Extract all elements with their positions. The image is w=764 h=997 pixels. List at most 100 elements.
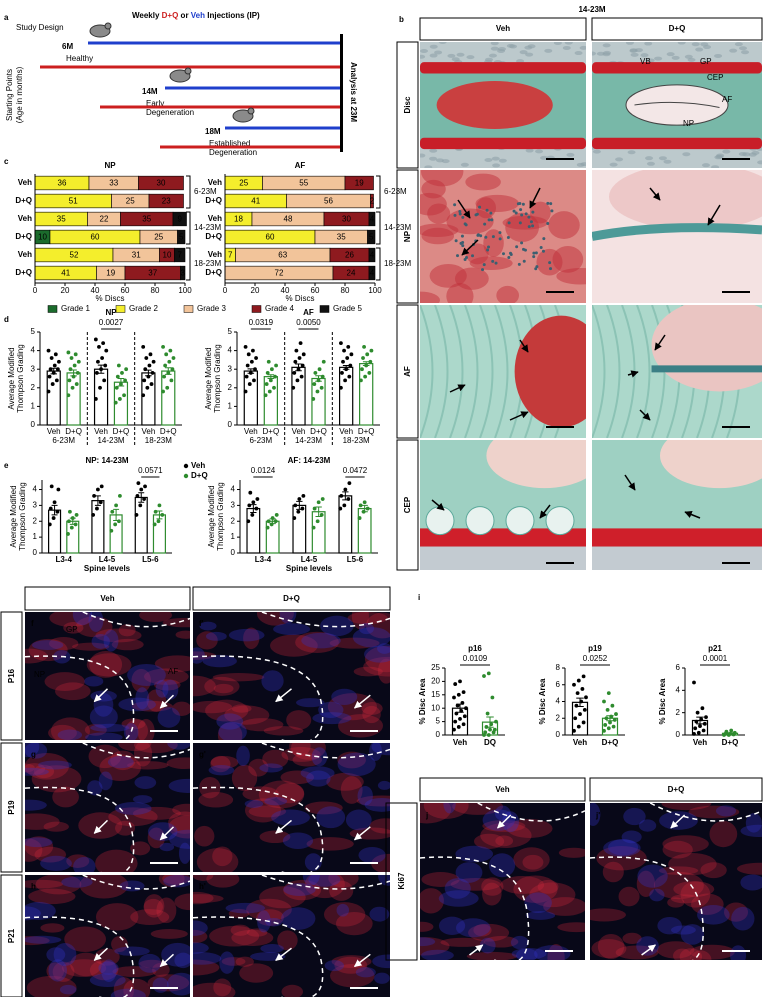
blue-signal <box>345 809 372 831</box>
red-signal <box>667 897 685 908</box>
row-label: CEP <box>403 496 412 513</box>
bone-texture <box>630 52 639 57</box>
segment-label: 18 <box>234 215 243 224</box>
data-point <box>265 371 270 375</box>
data-point <box>273 519 278 524</box>
scale-bar <box>722 950 750 952</box>
bone-texture <box>498 158 507 163</box>
mouse-icon <box>169 69 191 83</box>
data-point <box>312 382 317 386</box>
data-point <box>492 727 497 732</box>
cell <box>539 246 543 250</box>
data-point <box>360 367 364 372</box>
cell <box>491 259 495 263</box>
column-header-box <box>419 17 587 41</box>
histology-image <box>592 42 762 168</box>
red-signal <box>72 642 110 651</box>
scale-bar <box>722 426 750 428</box>
bone-texture <box>456 52 465 57</box>
red-signal <box>143 894 165 918</box>
data-point <box>347 481 352 486</box>
red-signal <box>52 961 75 982</box>
scale-bar <box>150 862 178 864</box>
matrix <box>465 173 501 191</box>
data-point <box>296 509 301 514</box>
red-signal <box>168 815 190 839</box>
boundary <box>25 916 135 997</box>
bar-label: D+Q <box>358 427 375 436</box>
red-signal <box>480 822 532 848</box>
data-point <box>488 727 492 732</box>
arrow <box>461 239 479 256</box>
lacuna <box>505 506 535 536</box>
cell <box>520 241 524 245</box>
blue-signal <box>502 811 519 833</box>
bar-segment <box>367 229 376 245</box>
data-point <box>139 487 144 492</box>
red-signal <box>64 926 107 952</box>
red-signal <box>420 803 452 824</box>
cell <box>486 248 490 252</box>
error-bar <box>362 361 370 366</box>
red-signal <box>49 612 93 627</box>
tissue-bg <box>590 803 762 960</box>
data-point <box>171 356 176 360</box>
red-signal <box>78 812 123 839</box>
boundary <box>193 786 324 872</box>
red-signal <box>125 719 149 740</box>
chart-title: AF <box>295 161 306 170</box>
bar-segment <box>370 193 374 209</box>
data-point <box>169 378 174 383</box>
red-signal <box>66 854 90 868</box>
y-tick-label: 0 <box>231 548 236 557</box>
blue-signal <box>438 916 466 935</box>
y-tick-label: 4 <box>228 346 233 355</box>
data-point <box>92 493 96 498</box>
bone-texture <box>435 158 444 163</box>
data-point <box>165 385 170 390</box>
boundary <box>82 875 190 890</box>
category-label: 6-23M <box>249 436 272 445</box>
error-bar <box>726 732 734 735</box>
bar-segment <box>177 229 186 245</box>
data-point <box>452 727 456 732</box>
category-label: L4-5 <box>99 555 116 564</box>
red-signal <box>658 866 699 875</box>
data-point <box>66 393 71 398</box>
red-signal <box>35 875 82 895</box>
data-point <box>580 687 585 691</box>
bone-texture <box>485 57 494 62</box>
red-signal <box>340 776 363 804</box>
data-point <box>274 363 278 368</box>
red-signal <box>126 761 169 770</box>
error-bar <box>456 703 464 713</box>
lamella <box>449 305 464 438</box>
red-signal <box>95 628 142 643</box>
data-point <box>50 382 55 386</box>
data-point <box>294 348 299 353</box>
cell <box>541 249 545 253</box>
red-signal <box>194 825 215 847</box>
y-tick-label: 2 <box>676 708 681 717</box>
x-tick-label: 20 <box>61 286 70 295</box>
cell <box>484 235 488 239</box>
red-signal <box>113 977 135 997</box>
lamella <box>636 305 651 438</box>
data-point <box>100 356 105 360</box>
red-signal <box>193 891 214 905</box>
bone-texture <box>420 54 426 59</box>
bone-texture <box>574 51 583 56</box>
p-value: 0.0571 <box>138 466 163 475</box>
red-signal <box>700 862 727 879</box>
blue-signal <box>638 819 657 832</box>
bone <box>420 546 586 570</box>
data-point <box>732 730 737 735</box>
blue-signal <box>308 875 341 887</box>
column-header-box <box>192 586 391 611</box>
p-value: 0.0109 <box>463 654 488 663</box>
cell <box>506 236 510 240</box>
cohort-age: 18M <box>205 127 221 136</box>
red-signal <box>483 936 519 948</box>
red-signal <box>86 653 132 677</box>
data-point <box>273 374 277 379</box>
